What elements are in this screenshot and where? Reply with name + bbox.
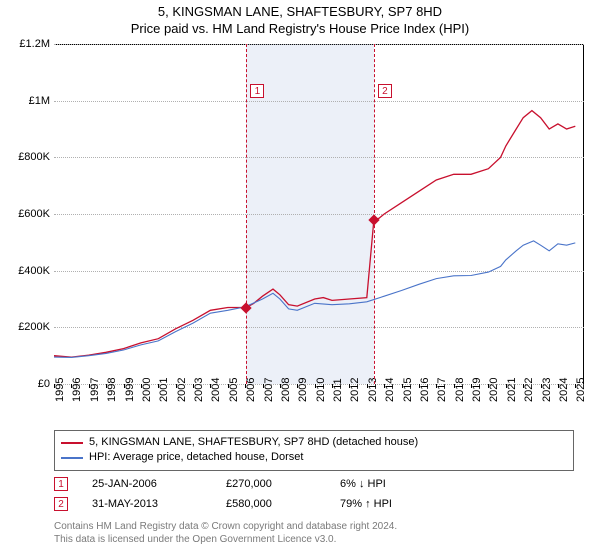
legend-item: HPI: Average price, detached house, Dors… — [61, 450, 567, 465]
sale-events-table: 1 25-JAN-2006 £270,000 6% ↓ HPI 2 31-MAY-2013… — [54, 474, 574, 514]
event-date: 25-JAN-2006 — [92, 478, 202, 490]
y-tick-label: £800K — [6, 151, 50, 163]
legend: 5, KINGSMAN LANE, SHAFTESBURY, SP7 8HD (… — [54, 430, 574, 471]
event-vline — [246, 44, 247, 384]
legend-label: HPI: Average price, detached house, Dors… — [89, 450, 303, 465]
footer-line-2: This data is licensed under the Open Gov… — [54, 533, 574, 546]
event-delta-vs-hpi: 79% ↑ HPI — [340, 498, 430, 510]
footer-line-1: Contains HM Land Registry data © Crown c… — [54, 520, 574, 533]
event-row: 2 31-MAY-2013 £580,000 79% ↑ HPI — [54, 494, 574, 514]
y-tick-label: £1M — [6, 95, 50, 107]
title-line-1: 5, KINGSMAN LANE, SHAFTESBURY, SP7 8HD — [0, 4, 600, 21]
y-tick-label: £400K — [6, 265, 50, 277]
price-chart: £0£200K£400K£600K£800K£1M£1.2M1995199619… — [54, 44, 584, 384]
copyright-footer: Contains HM Land Registry data © Crown c… — [54, 520, 574, 546]
title-line-2: Price paid vs. HM Land Registry's House … — [0, 21, 600, 38]
series-property_price — [54, 111, 575, 358]
y-tick-label: £200K — [6, 321, 50, 333]
legend-label: 5, KINGSMAN LANE, SHAFTESBURY, SP7 8HD (… — [89, 435, 418, 450]
series-svg — [54, 44, 584, 384]
event-badge: 1 — [250, 84, 264, 98]
event-badge: 2 — [378, 84, 392, 98]
event-number-badge: 1 — [54, 477, 68, 491]
y-tick-label: £1.2M — [6, 38, 50, 50]
legend-swatch — [61, 457, 83, 459]
event-row: 1 25-JAN-2006 £270,000 6% ↓ HPI — [54, 474, 574, 494]
event-number-badge: 2 — [54, 497, 68, 511]
y-tick-label: £0 — [6, 378, 50, 390]
event-date: 31-MAY-2013 — [92, 498, 202, 510]
event-price: £580,000 — [226, 498, 316, 510]
legend-item: 5, KINGSMAN LANE, SHAFTESBURY, SP7 8HD (… — [61, 435, 567, 450]
event-delta-vs-hpi: 6% ↓ HPI — [340, 478, 430, 490]
event-price: £270,000 — [226, 478, 316, 490]
chart-title-block: 5, KINGSMAN LANE, SHAFTESBURY, SP7 8HD P… — [0, 0, 600, 40]
y-tick-label: £600K — [6, 208, 50, 220]
legend-swatch — [61, 442, 83, 444]
